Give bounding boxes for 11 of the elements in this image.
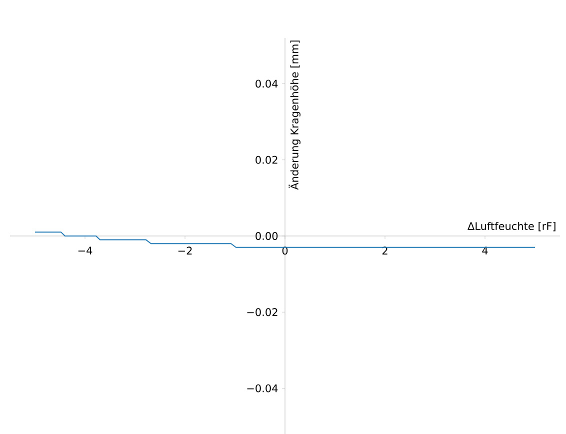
- y-tick-label: 0.00: [256, 232, 278, 240]
- line-series: [34, 232, 536, 248]
- y-axis-title: Änderung Kragenhöhe [mm]: [288, 40, 300, 190]
- x-tick-label: −4: [78, 246, 92, 254]
- y-tick-label: −0.02: [247, 308, 278, 316]
- y-tick-label: −0.04: [247, 384, 278, 392]
- y-tick-label: 0.04: [256, 80, 278, 88]
- x-axis-title: ΔLuftfeuchte [rF]: [468, 222, 556, 232]
- y-tick-label: 0.02: [256, 156, 278, 164]
- x-tick-label: −2: [178, 246, 192, 254]
- x-tick-label: 4: [482, 246, 488, 254]
